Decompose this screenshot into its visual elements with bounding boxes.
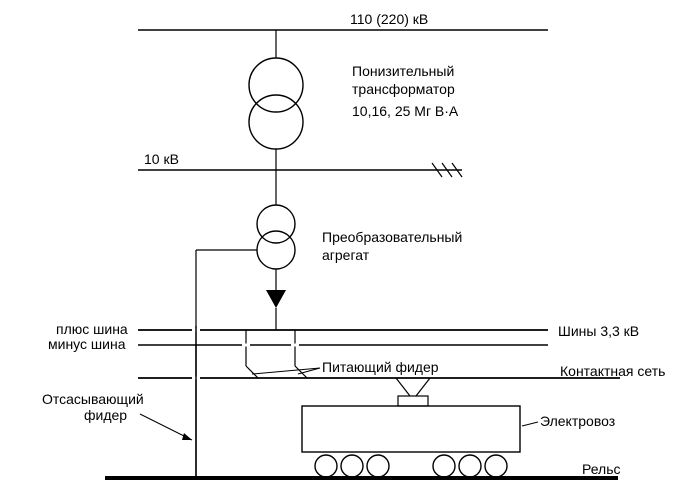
minus-bus-label: минус шина (48, 336, 126, 352)
suction-label1: Отсасывающий (42, 391, 144, 407)
converter-bottom-winding (257, 231, 295, 269)
converter-label1: Преобразовательный (322, 229, 462, 245)
panto-l (396, 378, 410, 396)
traction-substation-diagram: 110 (220) кВ Понизительный трансформатор… (0, 0, 695, 502)
loco-arrow (522, 422, 538, 426)
mv-bus-label: 10 кВ (144, 151, 179, 167)
panto-base (398, 396, 428, 406)
bus33-label: Шины 3,3 кВ (558, 323, 639, 339)
t1-label1: Понизительный (352, 63, 454, 79)
loco-body (302, 406, 520, 452)
wheel2 (341, 455, 363, 477)
t1-label2: трансформатор (352, 81, 455, 97)
contact-line-label: Контактная сеть (560, 363, 665, 379)
converter-label2: агрегат (322, 247, 370, 263)
suction-label2: фидер (84, 407, 127, 423)
t1-label3: 10,16, 25 Мг В·А (352, 103, 459, 119)
rail-label: Рельс (582, 461, 621, 477)
feeder1-switch (246, 366, 258, 378)
wheel4 (433, 455, 455, 477)
transformer1-bottom-winding (249, 95, 303, 149)
panto-r (416, 378, 430, 396)
suction-arrowhead (182, 433, 192, 440)
plus-bus-label: плюс шина (56, 321, 128, 337)
transformer1-top-winding (249, 58, 303, 112)
rectifier-arrow-icon (266, 290, 286, 308)
loco-label: Электровоз (540, 413, 615, 429)
feeder-label: Питающий фидер (322, 359, 439, 375)
hv-bus-label: 110 (220) кВ (350, 11, 428, 27)
wheel1 (315, 455, 337, 477)
wheel5 (459, 455, 481, 477)
wheel3 (367, 455, 389, 477)
wheel6 (485, 455, 507, 477)
